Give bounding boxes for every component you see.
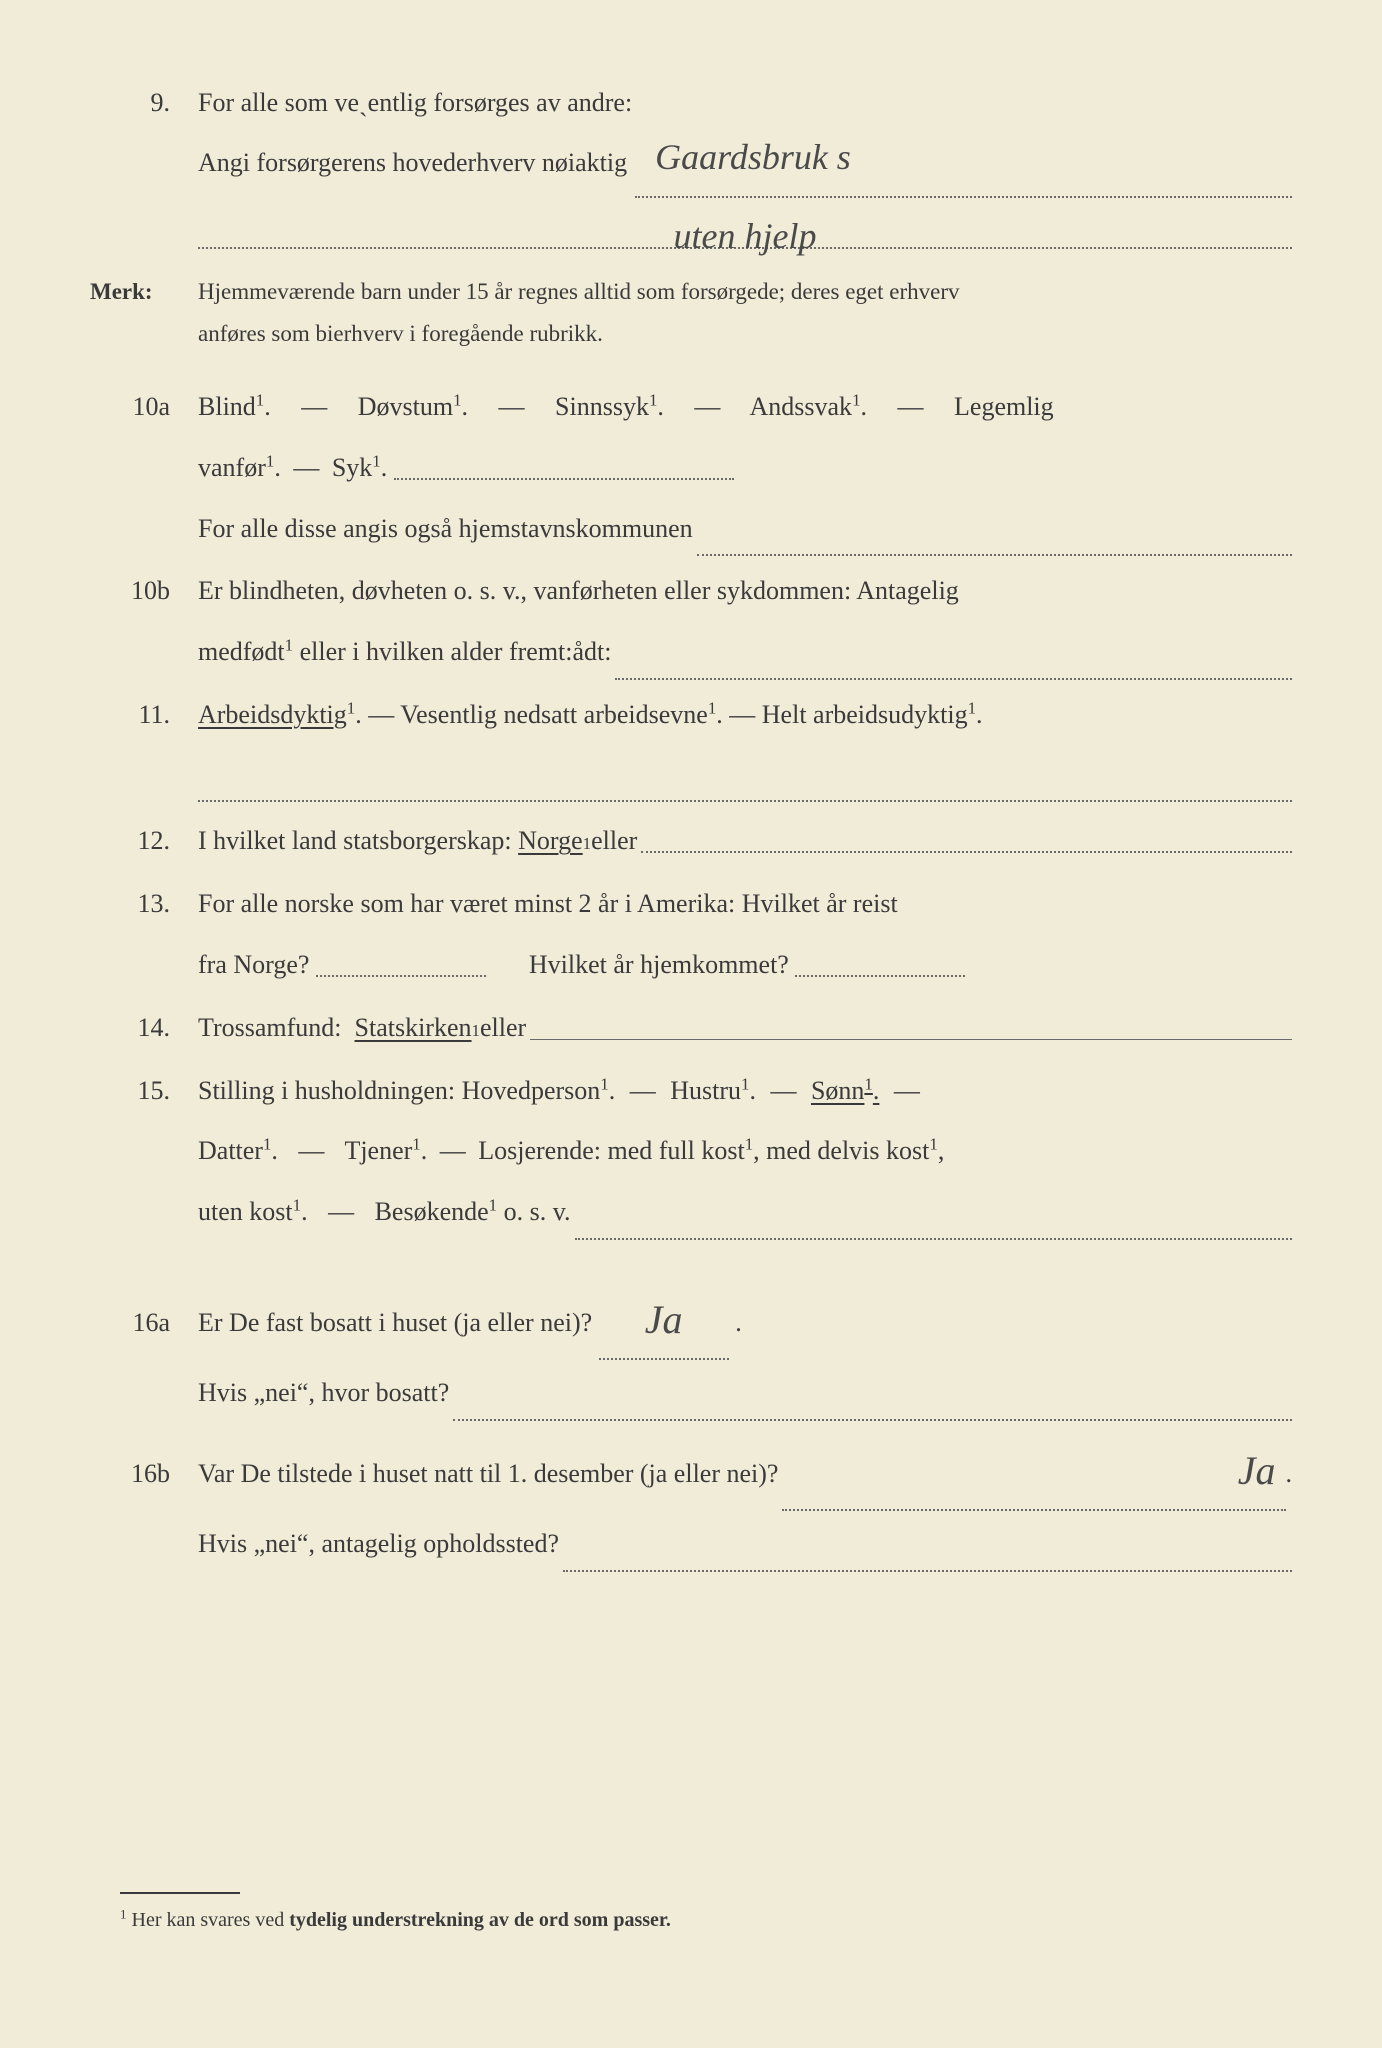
q10a-content: Blind1. — Døvstum1. — Sinnssyk1. — Andss… bbox=[198, 384, 1292, 552]
q13-number: 13. bbox=[90, 881, 198, 928]
q16a-content: Er De fast bosatt i huset (ja eller nei)… bbox=[198, 1282, 1292, 1417]
q13-content: For alle norske som har været minst 2 år… bbox=[198, 881, 1292, 989]
q13-line1: For alle norske som har været minst 2 år… bbox=[198, 881, 1292, 928]
q16b-number: 16b bbox=[90, 1451, 198, 1498]
q11-number: 11. bbox=[90, 692, 198, 739]
question-10a: 10a Blind1. — Døvstum1. — Sinnssyk1. — A… bbox=[90, 384, 1292, 552]
question-12: 12. I hvilket land statsborgerskap: Norg… bbox=[90, 818, 1292, 865]
q14-number: 14. bbox=[90, 1005, 198, 1052]
q16b-line2: Hvis „nei“, antagelig opholdssted? bbox=[198, 1521, 1292, 1568]
merk-text: Hjemmeværende barn under 15 år regnes al… bbox=[198, 271, 960, 354]
q15-content: Stilling i husholdningen: Hovedperson1. … bbox=[198, 1068, 1292, 1236]
q16b-line1: Var De tilstede i huset natt til 1. dese… bbox=[198, 1433, 1292, 1507]
question-9: 9. For alle som veˎentlig forsørges av a… bbox=[90, 80, 1292, 249]
q12-number: 12. bbox=[90, 818, 198, 865]
q15-line1: Stilling i husholdningen: Hovedperson1. … bbox=[198, 1068, 1292, 1115]
q9-line1: For alle som veˎentlig forsørges av andr… bbox=[198, 80, 1292, 127]
question-13: 13. For alle norske som har været minst … bbox=[90, 881, 1292, 989]
q10a-options-line2: vanfør1. — Syk1. bbox=[198, 445, 1292, 492]
q10b-line1: Er blindheten, døvheten o. s. v., vanfør… bbox=[198, 568, 1292, 615]
q15-line2: Datter1. — Tjener1. — Losjerende: med fu… bbox=[198, 1128, 1292, 1175]
q10b-number: 10b bbox=[90, 568, 198, 615]
q15-line3: uten kost1. — Besøkende1 o. s. v. bbox=[198, 1189, 1292, 1236]
q9-number: 9. bbox=[90, 80, 198, 127]
q9-line2-label: Angi forsørgerens hovederhverv nøiaktig bbox=[198, 140, 627, 187]
q13-line2: fra Norge? Hvilket år hjemkommet? bbox=[198, 942, 1292, 989]
q16a-line1: Er De fast bosatt i huset (ja eller nei)… bbox=[198, 1282, 1292, 1356]
footnote: 1 Her kan svares ved tydelig understrekn… bbox=[120, 1892, 671, 1938]
q16b-answer: Ja bbox=[1238, 1448, 1276, 1493]
q9-line2: Angi forsørgerens hovederhverv nøiaktig … bbox=[198, 127, 1292, 194]
question-10b: 10b Er blindheten, døvheten o. s. v., va… bbox=[90, 568, 1292, 676]
q10b-content: Er blindheten, døvheten o. s. v., vanfør… bbox=[198, 568, 1292, 676]
merk-note: Merk: Hjemmeværende barn under 15 år reg… bbox=[90, 271, 1292, 354]
census-form-page: 9. For alle som veˎentlig forsørges av a… bbox=[0, 0, 1382, 2048]
question-14: 14. Trossamfund: Statskirken1 eller bbox=[90, 1005, 1292, 1052]
q16a-number: 16a bbox=[90, 1300, 198, 1347]
question-15: 15. Stilling i husholdningen: Hovedperso… bbox=[90, 1068, 1292, 1236]
q16b-content: Var De tilstede i huset natt til 1. dese… bbox=[198, 1433, 1292, 1568]
question-16b: 16b Var De tilstede i huset natt til 1. … bbox=[90, 1433, 1292, 1568]
q9-content: For alle som veˎentlig forsørges av andr… bbox=[198, 80, 1292, 249]
q15-number: 15. bbox=[90, 1068, 198, 1115]
q9-handwritten-2: uten hjelp bbox=[674, 216, 817, 256]
q14-content: Trossamfund: Statskirken1 eller bbox=[198, 1005, 1292, 1052]
q10a-options-line1: Blind1. — Døvstum1. — Sinnssyk1. — Andss… bbox=[198, 384, 1292, 431]
q9-line3: uten hjelp bbox=[198, 206, 1292, 250]
q10b-line2: medfødt1 eller i hvilken alder fremt:ådt… bbox=[198, 629, 1292, 676]
q10a-number: 10a bbox=[90, 384, 198, 431]
q9-handwritten-1: Gaardsbruk s bbox=[635, 137, 851, 177]
q11-content: Arbeidsdyktig1. — Vesentlig nedsatt arbe… bbox=[198, 692, 1292, 802]
q12-content: I hvilket land statsborgerskap: Norge1 e… bbox=[198, 818, 1292, 865]
q10a-line3: For alle disse angis også hjemstavnskomm… bbox=[198, 506, 1292, 553]
q16a-line2: Hvis „nei“, hvor bosatt? bbox=[198, 1370, 1292, 1417]
merk-label: Merk: bbox=[90, 271, 198, 354]
question-16a: 16a Er De fast bosatt i huset (ja eller … bbox=[90, 1282, 1292, 1417]
q16a-answer: Ja bbox=[645, 1297, 683, 1342]
question-11: 11. Arbeidsdyktig1. — Vesentlig nedsatt … bbox=[90, 692, 1292, 802]
